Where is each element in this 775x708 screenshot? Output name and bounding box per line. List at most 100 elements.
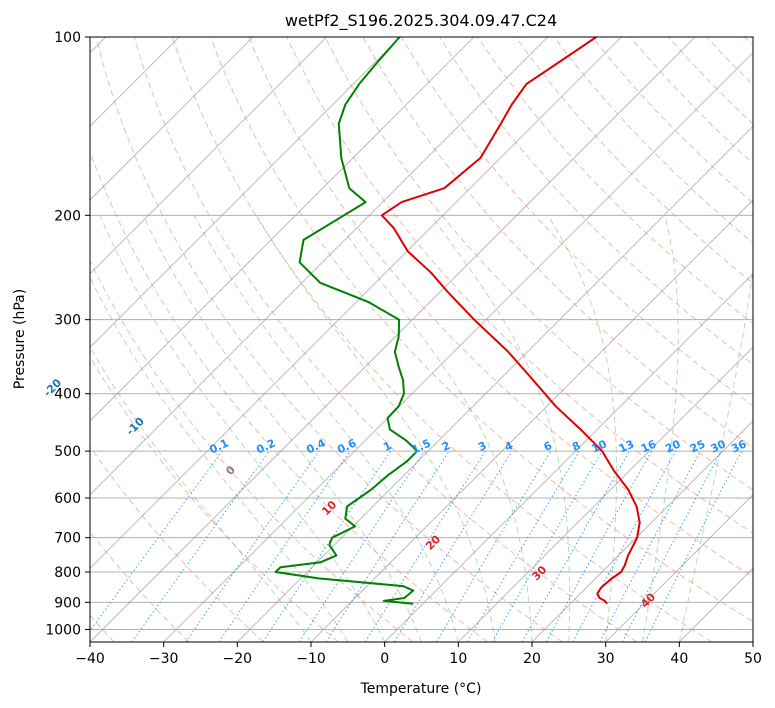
x-tick-label: −30 [149,651,179,667]
y-tick-label: 400 [54,387,81,403]
mixing-ratio-line [435,450,552,642]
isotherm-line [163,52,753,642]
dry-adiabat-line [286,37,753,534]
dry-adiabat-line [248,37,753,578]
isotherm-line [458,346,753,642]
isotherm-line [384,273,753,642]
dry-adiabat-line [553,37,753,244]
mixing-ratio-line [325,450,450,642]
isotherm-line [90,37,327,275]
dry-adiabat-line [90,259,414,642]
isotherm-line [531,420,753,642]
moist-adiabat-line [678,265,753,642]
mixing-ratio-label: 0.1 [207,437,230,457]
dry-adiabat-line [90,531,190,642]
isotherm-line [752,641,753,642]
mixing-ratio-line [644,450,743,642]
y-tick-label: 100 [54,30,81,46]
dry-adiabat-label: -10 [124,415,147,438]
mixing-ratio-label: 1.5 [410,437,433,457]
moist-adiabat-line [90,345,312,642]
isotherm-line [605,494,753,642]
profile-lines [274,37,641,605]
dry-adiabat-label: 40 [638,590,658,610]
line-labels: 0.10.20.40.611.52346810131620253036-100-… [41,376,749,610]
mixing-ratio-line [131,450,270,642]
mixing-ratio-label: 3 [476,439,488,454]
dry-adiabat-line [744,37,753,47]
dry-adiabat-line [324,37,753,491]
y-axis-label: Pressure (hPa) [12,289,28,389]
dry-adiabat-line [90,445,264,642]
dry-adiabat-label: 20 [423,532,443,552]
y-tick-label: 500 [54,444,81,460]
isotherm-line [237,125,753,642]
mixing-ratio-label: 20 [663,437,683,455]
x-tick-label: 50 [744,651,762,667]
y-tick-label: 200 [54,208,81,224]
x-tick-label: −40 [75,651,105,667]
dry-adiabat-line [171,37,712,642]
dry-adiabat-line [515,37,753,284]
mixing-ratio-label: 0.6 [335,436,358,456]
mixing-ratio-line [90,450,223,632]
dry-adiabat-label: 30 [529,563,549,583]
background-lines [90,37,753,642]
plot-frame [89,36,754,643]
x-tick-label: 20 [523,651,541,667]
dry-adiabat-label: 0 [223,463,238,478]
mixing-ratio-label: 10 [589,437,609,455]
x-tick-label: 10 [449,651,467,667]
isotherm-line [90,37,622,569]
mixing-ratio-label: 16 [639,437,659,455]
y-tick-label: 1000 [45,622,81,638]
moist-adiabat-line [333,215,533,642]
x-tick-label: 40 [670,651,688,667]
mixing-ratio-label: 30 [709,437,729,455]
isotherm-line [90,37,548,496]
mixing-ratio-label: 0.2 [254,437,277,457]
dry-adiabat-line [706,37,753,86]
moist-adiabat-line [642,215,679,642]
isotherm-line [90,37,696,642]
mixing-ratio-label: 6 [542,439,555,454]
dry-adiabat-line [210,37,753,623]
mixing-ratio-label: 1 [381,439,393,454]
axes: −40 −30 −20 −10 0 10 20 30 40 5010020030040050060… [45,30,762,667]
mixing-ratio-line [467,450,580,642]
moist-adiabat-line [193,215,459,642]
moist-adiabat-line [142,215,422,642]
y-tick-label: 700 [54,531,81,547]
mixing-ratio-line [599,450,701,642]
dry-adiabat-line [668,37,753,125]
dry-adiabat-line [591,37,753,204]
mixing-ratio-line [262,450,392,642]
mixing-ratio-line [572,450,677,642]
isotherm-line [90,37,254,201]
isotherm-line [679,567,753,642]
y-tick-label: 300 [54,313,81,329]
mixing-ratio-line [185,450,320,642]
isotherm-line [90,37,401,348]
dry-adiabat-line [90,356,339,642]
mixing-ratio-line [521,450,630,642]
dry-adiabat-line [95,37,563,642]
mixing-ratio-label: 4 [503,439,516,454]
moist-adiabat-line [255,215,496,642]
x-tick-label: −10 [296,651,326,667]
y-tick-label: 600 [54,491,81,507]
isotherm-line [90,37,475,422]
y-tick-label: 900 [54,595,81,611]
dewpoint-profile-line [274,37,419,605]
isotherm-line [310,199,753,642]
moist-adiabat-line [99,215,386,642]
x-tick-label: −20 [223,651,253,667]
mixing-ratio-line [393,450,513,642]
mixing-ratio-line [545,450,653,642]
moist-adiabat-line [430,215,571,642]
mixing-ratio-label: 25 [688,437,707,455]
x-axis-label: Temperature (°C) [360,681,482,697]
temperature-profile-line [380,37,641,605]
mixing-ratio-label: 2 [440,439,452,454]
